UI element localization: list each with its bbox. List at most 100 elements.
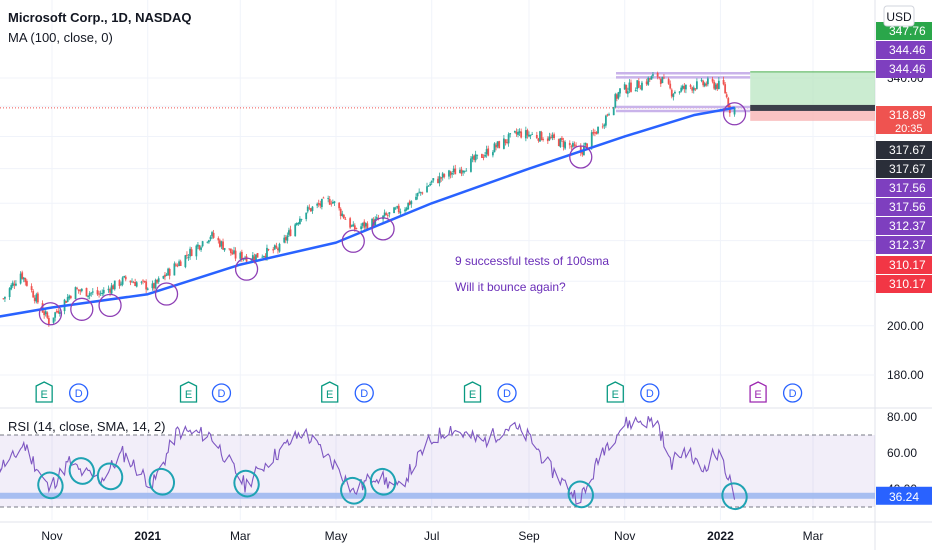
earnings-event-icon[interactable] xyxy=(179,381,198,403)
candle-body[interactable] xyxy=(11,282,14,287)
candle-body[interactable] xyxy=(123,276,126,278)
candle-body[interactable] xyxy=(590,132,593,148)
candle-body[interactable] xyxy=(394,208,397,210)
candle-body[interactable] xyxy=(551,134,554,138)
candle-body[interactable] xyxy=(595,132,598,135)
candle-body[interactable] xyxy=(184,255,187,268)
earnings-event-icon[interactable] xyxy=(749,381,767,403)
candle-body[interactable] xyxy=(612,107,615,116)
candle-body[interactable] xyxy=(121,277,124,285)
candle-body[interactable] xyxy=(524,130,527,139)
candle-body[interactable] xyxy=(240,251,243,260)
candle-body[interactable] xyxy=(695,81,698,89)
candle-body[interactable] xyxy=(623,84,626,90)
candle-body[interactable] xyxy=(449,171,452,176)
candle-body[interactable] xyxy=(109,289,111,293)
candle-body[interactable] xyxy=(338,202,341,209)
candle-body[interactable] xyxy=(661,77,664,84)
candle-body[interactable] xyxy=(101,293,104,295)
candle-body[interactable] xyxy=(19,273,22,284)
candle-body[interactable] xyxy=(650,76,653,80)
candle-body[interactable] xyxy=(131,281,133,283)
candle-body[interactable] xyxy=(30,286,33,291)
rsi-test-circle[interactable] xyxy=(65,454,98,488)
candle-body[interactable] xyxy=(492,152,494,156)
candle-body[interactable] xyxy=(504,139,507,143)
candle-body[interactable] xyxy=(333,201,336,203)
candle-body[interactable] xyxy=(617,92,620,99)
candle-body[interactable] xyxy=(211,232,213,237)
candle-body[interactable] xyxy=(146,288,149,290)
candle-body[interactable] xyxy=(308,207,311,209)
candle-body[interactable] xyxy=(481,154,483,158)
candle-body[interactable] xyxy=(99,292,102,294)
candle-body[interactable] xyxy=(432,178,435,181)
candle-body[interactable] xyxy=(233,250,235,254)
candle-body[interactable] xyxy=(548,136,551,141)
candle-body[interactable] xyxy=(426,186,428,193)
candle-body[interactable] xyxy=(647,77,650,85)
candle-body[interactable] xyxy=(283,237,286,243)
candle-body[interactable] xyxy=(388,212,391,215)
candle-body[interactable] xyxy=(452,168,455,173)
candle-body[interactable] xyxy=(162,275,165,279)
candle-body[interactable] xyxy=(520,131,523,138)
candle-body[interactable] xyxy=(175,264,177,266)
candle-body[interactable] xyxy=(502,138,505,149)
candle-body[interactable] xyxy=(153,283,155,289)
candle-body[interactable] xyxy=(157,278,160,282)
candle-body[interactable] xyxy=(470,158,472,172)
candle-body[interactable] xyxy=(509,133,512,135)
candle-body[interactable] xyxy=(132,282,135,284)
candle-body[interactable] xyxy=(55,311,58,313)
rsi-support-line[interactable] xyxy=(0,492,875,499)
candle-body[interactable] xyxy=(165,274,168,276)
candle-body[interactable] xyxy=(10,285,13,290)
candle-body[interactable] xyxy=(295,223,298,226)
candle-body[interactable] xyxy=(495,144,497,148)
candle-body[interactable] xyxy=(124,276,127,280)
candle-body[interactable] xyxy=(515,131,518,135)
candle-body[interactable] xyxy=(568,142,571,146)
candle-body[interactable] xyxy=(683,86,686,89)
candle-body[interactable] xyxy=(421,192,424,194)
candle-body[interactable] xyxy=(198,245,201,250)
rsi-test-circle[interactable] xyxy=(367,465,400,499)
candle-body[interactable] xyxy=(8,288,11,298)
candle-body[interactable] xyxy=(286,235,289,241)
candle-body[interactable] xyxy=(360,226,363,230)
candle-body[interactable] xyxy=(507,134,510,144)
candle-body[interactable] xyxy=(441,173,444,178)
candle-body[interactable] xyxy=(187,257,190,258)
candle-body[interactable] xyxy=(529,135,532,137)
candle-body[interactable] xyxy=(364,222,367,227)
candle-body[interactable] xyxy=(142,280,144,282)
candle-body[interactable] xyxy=(493,143,496,153)
candle-body[interactable] xyxy=(546,138,549,142)
candle-body[interactable] xyxy=(717,80,720,89)
candle-body[interactable] xyxy=(85,287,88,297)
candle-body[interactable] xyxy=(98,293,100,295)
candle-body[interactable] xyxy=(689,85,692,87)
candle-body[interactable] xyxy=(320,198,323,208)
candle-body[interactable] xyxy=(96,290,99,295)
candle-body[interactable] xyxy=(168,269,171,276)
candle-body[interactable] xyxy=(206,241,209,243)
candle-body[interactable] xyxy=(197,244,199,247)
candle-body[interactable] xyxy=(309,208,312,212)
candle-body[interactable] xyxy=(262,256,265,257)
candle-body[interactable] xyxy=(528,134,530,137)
candle-body[interactable] xyxy=(90,292,93,294)
candle-body[interactable] xyxy=(112,285,115,290)
candle-body[interactable] xyxy=(496,141,499,147)
candle-body[interactable] xyxy=(118,280,121,286)
candle-body[interactable] xyxy=(634,89,637,92)
candle-body[interactable] xyxy=(284,237,287,241)
candle-body[interactable] xyxy=(476,154,479,156)
candle-body[interactable] xyxy=(341,213,344,216)
candle-body[interactable] xyxy=(652,74,654,76)
candle-body[interactable] xyxy=(630,82,632,92)
candle-body[interactable] xyxy=(218,240,221,247)
candle-body[interactable] xyxy=(670,89,673,97)
candle-body[interactable] xyxy=(91,291,94,293)
